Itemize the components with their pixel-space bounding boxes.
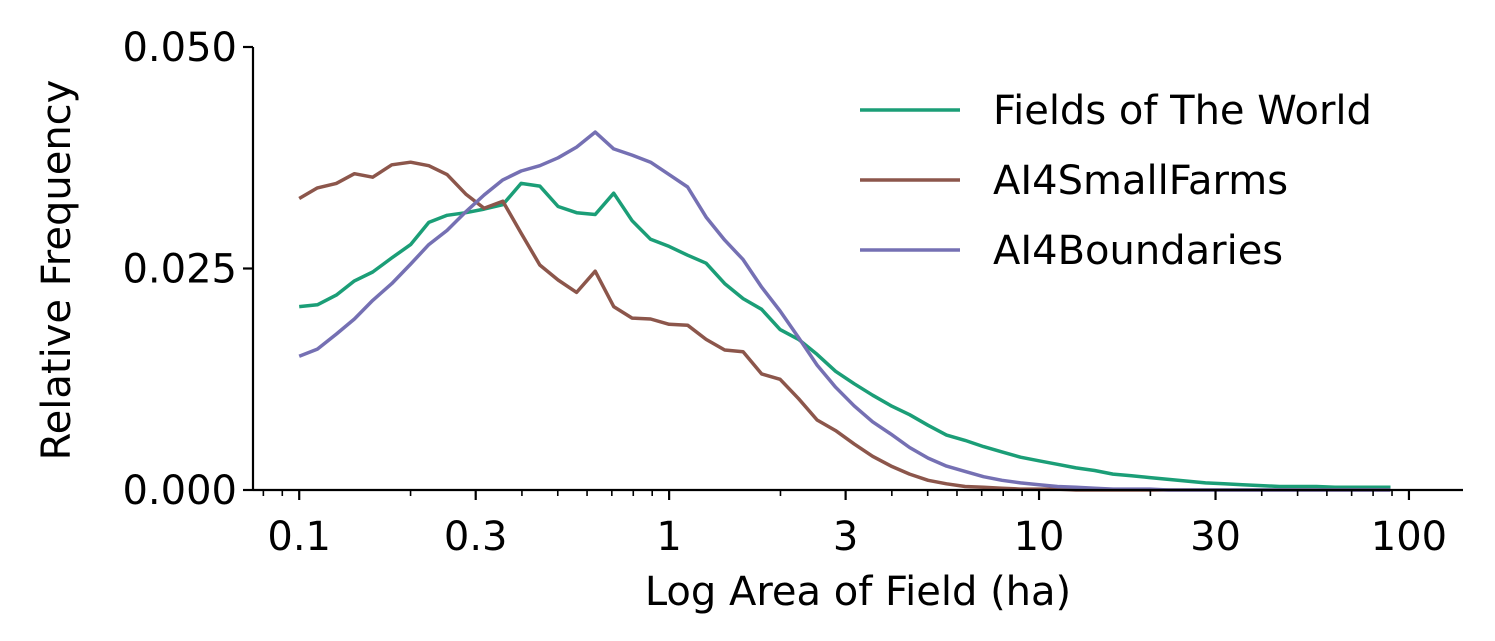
x-tick-label: 30 [1190,514,1241,560]
y-tick-label: 0.025 [122,247,237,293]
legend: Fields of The World AI4SmallFarms AI4Bound… [860,88,1372,274]
x-tick-label: 0.1 [267,514,331,560]
y-tick-label: 0.050 [122,25,237,71]
x-tick-label: 0.3 [444,514,508,560]
series-line-0 [299,181,1391,490]
y-axis-title: Relative Frequency [34,80,80,461]
y-axis-ticks: 0.000 0.025 0.050 [122,25,253,514]
x-tick-label: 10 [1014,514,1065,560]
legend-label-1: AI4SmallFarms [993,158,1288,204]
x-axis-ticks: 0.1 0.3 1 3 10 30 100 [262,490,1447,560]
y-tick-label: 0.000 [122,468,237,514]
x-axis-title: Log Area of Field (ha) [645,569,1071,615]
legend-label-0: Fields of The World [993,88,1372,134]
x-tick-label: 100 [1371,514,1447,560]
x-tick-label: 1 [656,514,681,560]
x-tick-label: 3 [833,514,858,560]
legend-label-2: AI4Boundaries [993,228,1283,274]
